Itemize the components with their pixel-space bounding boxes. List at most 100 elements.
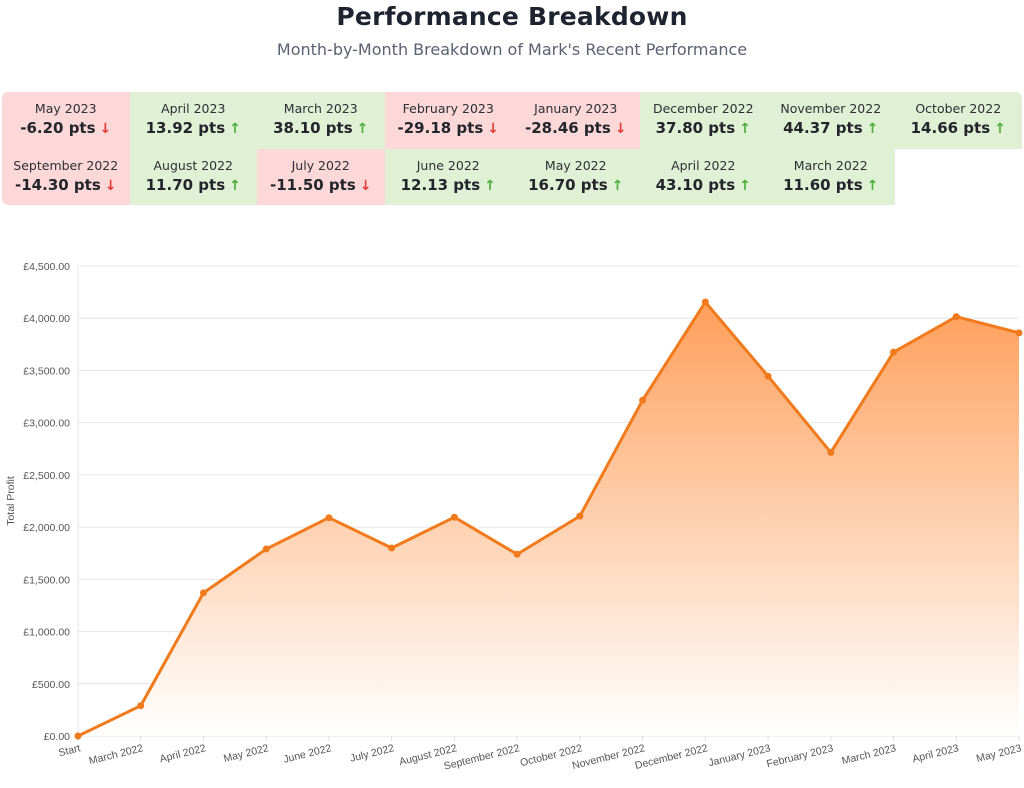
arrow-up-icon: ↑ bbox=[484, 177, 496, 194]
y-tick-label: £1,500.00 bbox=[23, 574, 70, 586]
month-cell: May 2023 -6.20 pts ↓ bbox=[2, 92, 130, 149]
arrow-up-icon: ↑ bbox=[866, 177, 879, 194]
data-point bbox=[325, 514, 333, 522]
arrow-down-icon: ↓ bbox=[487, 121, 499, 137]
x-tick-label: July 2022 bbox=[349, 742, 396, 765]
data-point bbox=[199, 589, 207, 597]
month-value: 11.70 pts ↑ bbox=[146, 174, 241, 197]
month-label: February 2023 bbox=[402, 101, 494, 116]
month-label: April 2022 bbox=[671, 157, 736, 173]
arrow-up-icon: ↑ bbox=[229, 121, 241, 137]
month-value: 16.70 pts ↑ bbox=[528, 174, 623, 197]
profit-area-chart: £0.00 £500.00 £1,000.00 £1,500.00 £2,000.00 £… bbox=[5, 261, 1023, 773]
arrow-up-icon: ↑ bbox=[994, 121, 1006, 137]
page-subtitle: Month-by-Month Breakdown of Mark's Recen… bbox=[276, 40, 748, 59]
x-tick-label: April 2023 bbox=[911, 742, 960, 765]
data-point bbox=[639, 396, 647, 404]
profit-data-points bbox=[74, 298, 1023, 740]
month-value: -6.20 pts ↓ bbox=[20, 117, 111, 140]
arrow-down-icon: ↓ bbox=[104, 177, 117, 194]
y-axis-ticks: £0.00 £500.00 £1,000.00 £1,500.00 £2,000.00 £… bbox=[23, 261, 70, 743]
profit-area-fill bbox=[78, 302, 1019, 736]
month-value: 44.37 pts ↑ bbox=[783, 117, 878, 140]
y-tick-label: £500.00 bbox=[32, 679, 70, 691]
month-label: May 2023 bbox=[34, 101, 97, 116]
month-value: -14.30 pts ↓ bbox=[15, 174, 116, 197]
data-point bbox=[137, 702, 145, 710]
data-point bbox=[890, 348, 898, 356]
month-value: -29.18 pts ↓ bbox=[398, 117, 499, 140]
arrow-up-icon: ↑ bbox=[229, 177, 241, 194]
y-tick-label: £4,500.00 bbox=[23, 261, 70, 273]
x-tick-label: January 2023 bbox=[707, 742, 772, 769]
month-value-text: -6.20 pts bbox=[20, 119, 96, 137]
month-label: March 2022 bbox=[793, 157, 868, 173]
month-cell: March 2023 38.10 pts ↑ bbox=[257, 92, 385, 149]
x-tick-label: March 2022 bbox=[88, 742, 145, 767]
data-point bbox=[576, 512, 584, 520]
data-point bbox=[450, 513, 458, 521]
arrow-down-icon: ↓ bbox=[359, 177, 372, 194]
page-title: Performance Breakdown bbox=[336, 2, 688, 31]
month-cell: March 2022 11.60 pts ↑ bbox=[767, 149, 895, 205]
month-label: November 2022 bbox=[780, 101, 882, 116]
month-label: June 2022 bbox=[416, 157, 480, 173]
x-tick-label: April 2022 bbox=[158, 742, 207, 765]
month-value: 38.10 pts ↑ bbox=[273, 117, 368, 140]
month-value: 14.66 pts ↑ bbox=[911, 117, 1006, 140]
month-value: -28.46 pts ↓ bbox=[525, 117, 626, 140]
month-cell: January 2023 -28.46 pts ↓ bbox=[512, 92, 640, 149]
month-cell: April 2023 13.92 pts ↑ bbox=[129, 92, 257, 149]
x-tick-label: Start bbox=[57, 742, 81, 759]
month-label: May 2022 bbox=[544, 157, 607, 173]
data-point bbox=[827, 448, 835, 456]
month-value: -11.50 pts ↓ bbox=[270, 174, 371, 197]
month-value-text: 14.66 pts bbox=[910, 119, 991, 137]
data-point bbox=[701, 298, 709, 306]
data-point bbox=[74, 732, 82, 740]
arrow-down-icon: ↓ bbox=[614, 121, 627, 137]
month-label: October 2022 bbox=[915, 101, 1002, 116]
month-cell: April 2022 43.10 pts ↑ bbox=[639, 149, 767, 205]
month-value: 13.92 pts ↑ bbox=[146, 117, 241, 140]
x-tick-label: December 2022 bbox=[634, 742, 710, 772]
y-tick-label: £1,000.00 bbox=[23, 627, 70, 639]
data-point bbox=[952, 313, 960, 321]
data-point bbox=[1015, 329, 1023, 337]
x-tick-label: May 2022 bbox=[222, 742, 270, 765]
y-tick-label: £3,500.00 bbox=[23, 365, 70, 377]
empty-cell bbox=[894, 149, 1022, 205]
month-value-text: 16.70 pts bbox=[528, 175, 608, 194]
y-tick-label: £2,500.00 bbox=[23, 470, 70, 482]
month-value: 11.60 pts ↑ bbox=[783, 174, 878, 197]
x-tick-label: March 2023 bbox=[841, 742, 898, 767]
arrow-down-icon: ↓ bbox=[99, 121, 112, 137]
monthly-breakdown-grid: May 2023 -6.20 pts ↓ April 2023 13.92 pts ↑ Ma… bbox=[2, 92, 1022, 205]
y-tick-label: £0.00 bbox=[44, 731, 70, 743]
month-cell: June 2022 12.13 pts ↑ bbox=[384, 149, 512, 205]
month-value-text: 11.60 pts bbox=[783, 175, 863, 194]
month-cell: December 2022 37.80 pts ↑ bbox=[639, 92, 767, 149]
month-cell: November 2022 44.37 pts ↑ bbox=[767, 92, 895, 149]
month-cell: September 2022 -14.30 pts ↓ bbox=[2, 149, 130, 205]
month-cell: February 2023 -29.18 pts ↓ bbox=[384, 92, 512, 149]
month-value-text: 44.37 pts bbox=[783, 119, 863, 137]
data-point bbox=[513, 550, 521, 558]
x-axis-ticks: Start March 2022 April 2022 May 2022 June 20… bbox=[57, 736, 1023, 773]
month-value-text: -28.46 pts bbox=[525, 119, 611, 137]
data-point bbox=[388, 544, 396, 552]
month-value: 37.80 pts ↑ bbox=[656, 117, 751, 140]
month-label: September 2022 bbox=[13, 157, 119, 173]
arrow-up-icon: ↑ bbox=[866, 121, 879, 137]
month-value: 12.13 pts ↑ bbox=[401, 174, 496, 197]
month-cell: October 2022 14.66 pts ↑ bbox=[894, 92, 1022, 149]
y-tick-label: £4,000.00 bbox=[23, 313, 70, 325]
arrow-up-icon: ↑ bbox=[356, 121, 369, 137]
x-tick-label: May 2023 bbox=[975, 742, 1023, 765]
month-value-text: 12.13 pts bbox=[400, 175, 481, 194]
y-tick-label: £2,000.00 bbox=[23, 522, 70, 534]
month-cell: May 2022 16.70 pts ↑ bbox=[512, 149, 640, 205]
month-value-text: 43.10 pts bbox=[655, 175, 736, 194]
month-value-text: -14.30 pts bbox=[15, 175, 101, 194]
month-value-text: -29.18 pts bbox=[397, 119, 484, 137]
